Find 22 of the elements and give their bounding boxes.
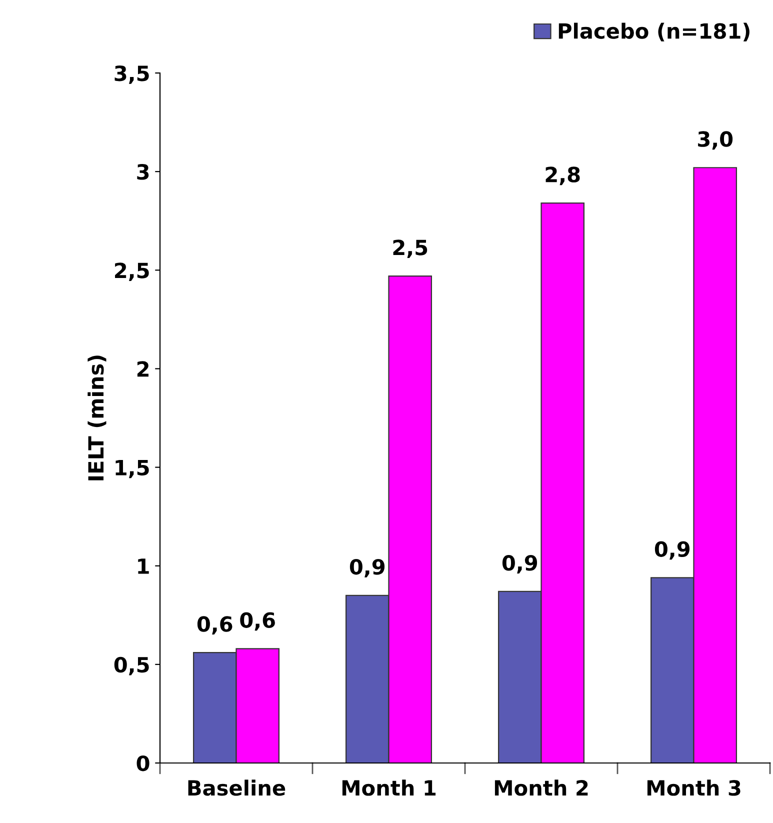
data-label: 0,9 (654, 541, 690, 560)
data-label: 0,6 (240, 612, 275, 631)
x-tick-label: Month 2 (494, 780, 588, 796)
y-tick-label: 2 (137, 361, 148, 377)
y-tick-label: 0,5 (114, 656, 149, 676)
x-tick-label: Baseline (188, 780, 286, 796)
y-tick-label: 2,5 (115, 262, 149, 282)
data-label: 2,5 (393, 240, 428, 258)
data-label: 0,9 (350, 558, 385, 578)
y-tick-label: 3,5 (114, 65, 149, 84)
x-tick-label: Month 3 (647, 780, 740, 796)
x-tick-label: Month 1 (342, 780, 436, 796)
y-tick-label: 3 (137, 164, 149, 180)
y-axis-title: IELT (mins) (88, 356, 106, 480)
data-label: 3,0 (698, 131, 733, 150)
data-label: 2,8 (546, 166, 580, 186)
y-tick-label: 0 (136, 755, 150, 772)
data-label: 0,6 (197, 616, 232, 635)
y-tick-label: 1 (138, 558, 149, 574)
data-label: 0,9 (502, 555, 538, 574)
legend-label: Placebo (n=181) (558, 22, 750, 42)
y-tick-label: 1,5 (116, 460, 149, 478)
